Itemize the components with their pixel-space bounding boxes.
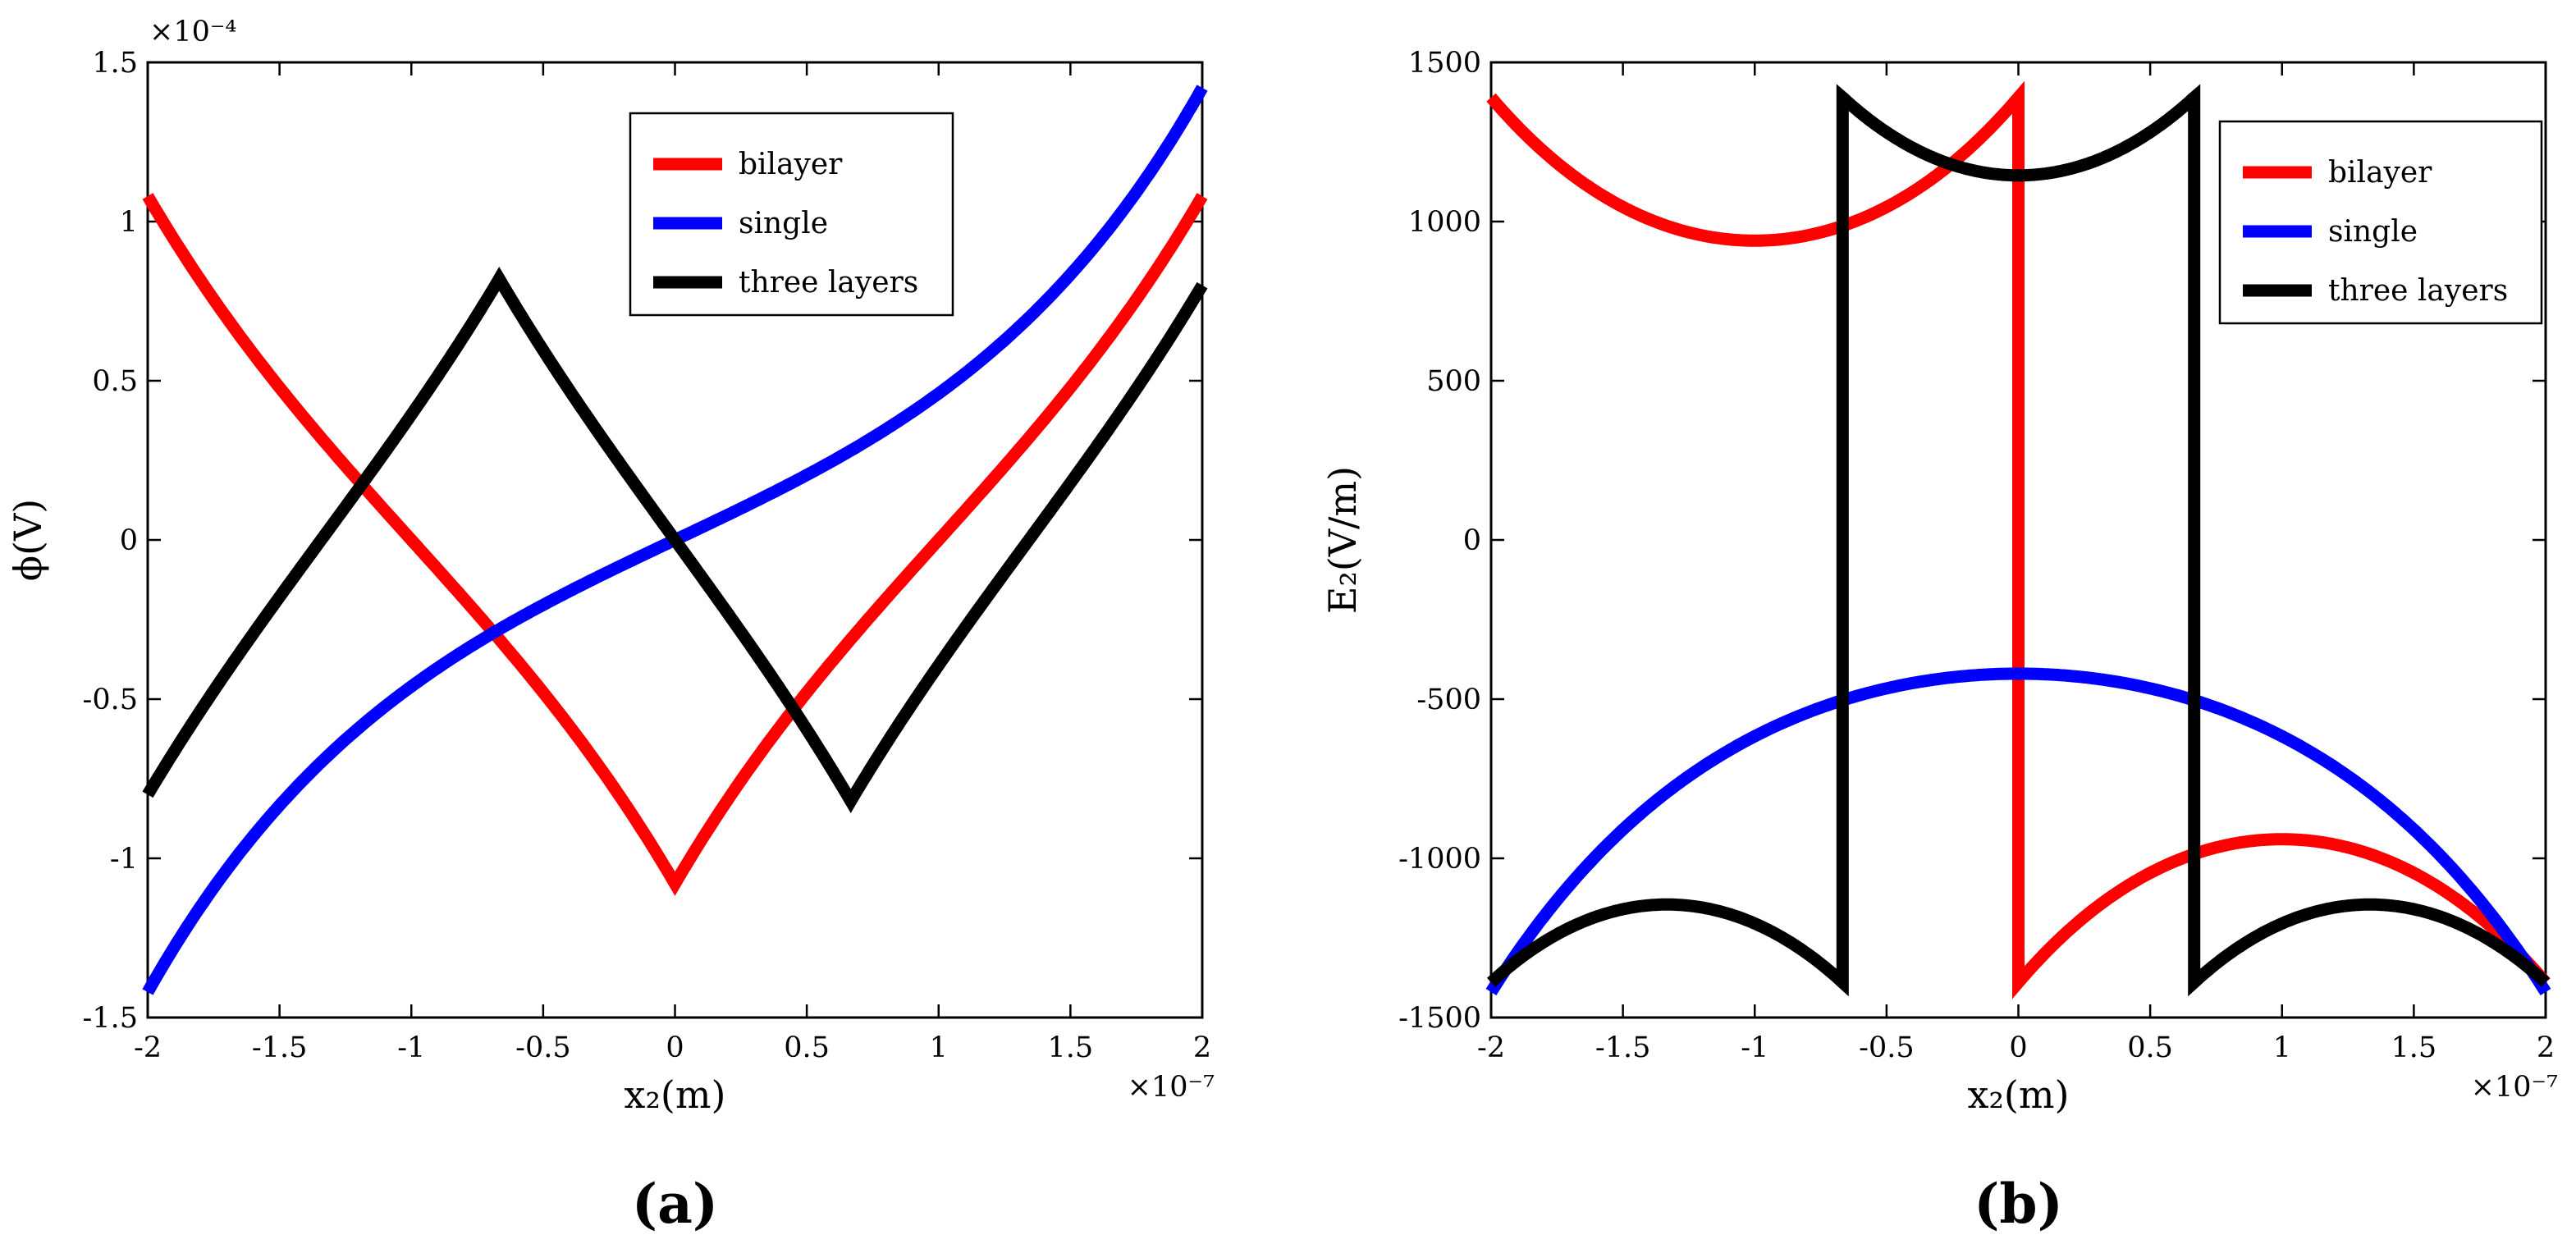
x-tick-label-b: 0 bbox=[2009, 1031, 2027, 1064]
series-line-single-b bbox=[1485, 667, 2551, 995]
x-exponent-b: ×10⁻⁷ bbox=[2471, 1071, 2558, 1104]
x-tick-label-a: -1.5 bbox=[252, 1031, 308, 1064]
legend-label-bilayer-a: bilayer bbox=[739, 148, 843, 181]
series-line-three-layers-a bbox=[142, 267, 1208, 813]
y-tick-label-a: -1 bbox=[110, 843, 138, 876]
y-tick-label-b: -500 bbox=[1416, 684, 1481, 716]
y-axis-label-b: E₂(V/m) bbox=[1320, 466, 1365, 614]
legend-a: bilayer single three layers bbox=[629, 112, 954, 317]
x-tick-label-b: 2 bbox=[2537, 1031, 2555, 1064]
chart-b: -2 -1.5 -1 -0.5 0 0.5 1 1.5 2 -1500 -1000 -500 0 500 1… bbox=[1320, 47, 2558, 1236]
legend-b: bilayer single three layers bbox=[2218, 120, 2543, 325]
x-tick-label-a: 2 bbox=[1193, 1031, 1211, 1064]
legend-label-single-b: single bbox=[2328, 215, 2418, 249]
y-tick-label-b: 1500 bbox=[1408, 47, 1481, 80]
plot-area-a: -2 -1.5 -1 -0.5 0 0.5 1 1.5 2-1.5-1-0.500.511.5 bbox=[83, 47, 1212, 1064]
y-tick-label-a: 1.5 bbox=[92, 47, 138, 80]
legend-label-bilayer-b: bilayer bbox=[2328, 156, 2432, 190]
ticks-b: -2 -1.5 -1 -0.5 0 0.5 1 1.5 2 -1500 -1000 -500 0 500 1… bbox=[1398, 47, 2555, 1064]
y-tick-label-b: 500 bbox=[1426, 365, 1481, 398]
y-tick-label-b: -1000 bbox=[1398, 843, 1481, 876]
x-tick-label-b: 1 bbox=[2273, 1031, 2291, 1064]
y-tick-label-b: 1000 bbox=[1408, 206, 1481, 239]
y-tick-label-a: 0.5 bbox=[92, 365, 138, 398]
x-tick-label-a: 0 bbox=[666, 1031, 684, 1064]
series-line-three-layers-b bbox=[1486, 84, 2551, 997]
x-tick-label-b: 1.5 bbox=[2391, 1031, 2437, 1064]
x-tick-label-a: 1 bbox=[930, 1031, 948, 1064]
legend-label-three-layers-b: three layers bbox=[2328, 274, 2508, 308]
x-tick-label-b: -2 bbox=[1477, 1031, 1505, 1064]
y-tick-label-a: -0.5 bbox=[83, 684, 139, 716]
x-tick-label-a: -2 bbox=[134, 1031, 162, 1064]
chart-a: -2 -1.5 -1 -0.5 0 0.5 1 1.5 2-1.5-1-0.500.511.5 … bbox=[6, 16, 1215, 1236]
legend-label-single-a: single bbox=[739, 207, 828, 240]
x-tick-label-a: 0.5 bbox=[784, 1031, 830, 1064]
y-tick-label-b: -1500 bbox=[1398, 1002, 1481, 1035]
series-layer-b bbox=[1485, 80, 2551, 999]
x-axis-label-a: x₂(m) bbox=[625, 1072, 726, 1117]
plot-area-b: -2 -1.5 -1 -0.5 0 0.5 1 1.5 2 -1500 -1000 -500 0 500 1… bbox=[1398, 47, 2555, 1064]
panel-label-a: (a) bbox=[632, 1172, 718, 1236]
x-tick-label-b: 0.5 bbox=[2127, 1031, 2173, 1064]
y-tick-label-a: 0 bbox=[120, 524, 138, 557]
series-layer-a bbox=[142, 85, 1208, 995]
x-axis-label-b: x₂(m) bbox=[1968, 1072, 2070, 1117]
y-tick-label-a: 1 bbox=[120, 206, 138, 239]
panel-label-b: (b) bbox=[1974, 1172, 2063, 1236]
y-tick-label-b: 0 bbox=[1463, 524, 1481, 557]
x-tick-label-a: 1.5 bbox=[1048, 1031, 1094, 1064]
x-tick-label-b: -0.5 bbox=[1859, 1031, 1915, 1064]
y-exponent-a: ×10⁻⁴ bbox=[149, 16, 236, 48]
x-tick-label-b: -1.5 bbox=[1595, 1031, 1651, 1064]
x-tick-label-a: -0.5 bbox=[515, 1031, 571, 1064]
x-exponent-a: ×10⁻⁷ bbox=[1128, 1071, 1215, 1104]
ticks-a: -2 -1.5 -1 -0.5 0 0.5 1 1.5 2-1.5-1-0.500.511.5 bbox=[83, 47, 1212, 1064]
y-axis-label-a: ϕ(V) bbox=[6, 499, 50, 581]
x-tick-label-a: -1 bbox=[397, 1031, 425, 1064]
x-tick-label-b: -1 bbox=[1741, 1031, 1768, 1064]
y-tick-label-a: -1.5 bbox=[83, 1002, 139, 1035]
series-line-bilayer-a bbox=[142, 193, 1208, 896]
legend-label-three-layers-a: three layers bbox=[739, 266, 918, 300]
series-line-bilayer-b bbox=[1486, 80, 2551, 999]
